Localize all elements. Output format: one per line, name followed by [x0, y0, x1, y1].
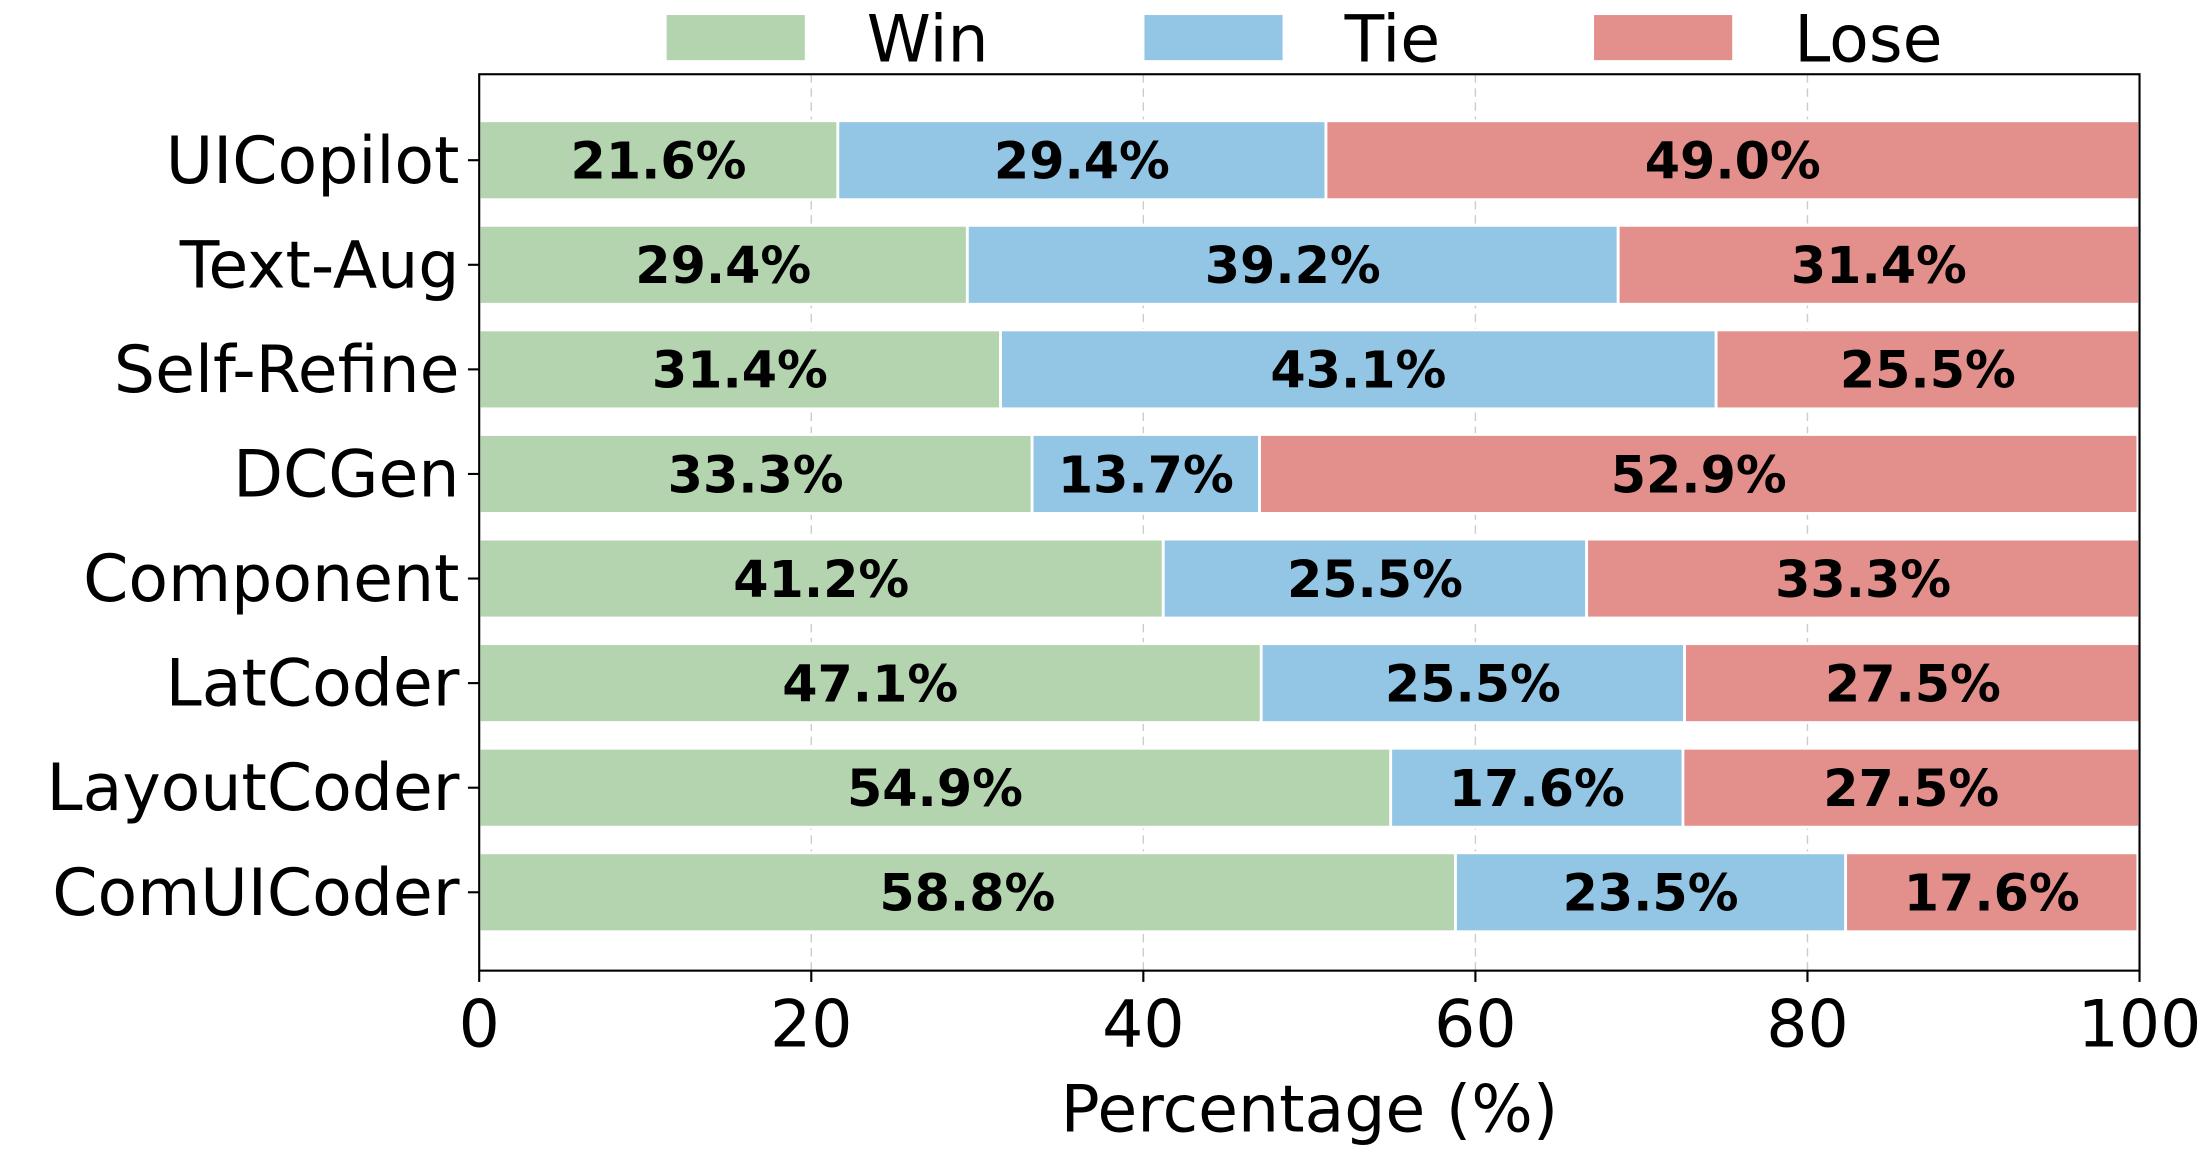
data-label: 25.5%	[1385, 654, 1561, 713]
data-label: 43.1%	[1270, 341, 1446, 400]
y-tick-label: ComUICoder	[52, 856, 460, 931]
grid-lines	[478, 74, 2141, 971]
y-tick-label: Text-Aug	[179, 228, 460, 303]
legend-swatch-tie	[1144, 15, 1283, 61]
x-tick-label: 80	[1766, 988, 1849, 1063]
bar-win	[477, 119, 840, 202]
data-label: 25.5%	[1840, 341, 2016, 400]
y-tick-label: LatCoder	[166, 647, 460, 722]
bar-lose	[1258, 433, 2140, 515]
data-label: 25.5%	[1287, 550, 1463, 609]
y-tick-label: DCGen	[233, 438, 459, 513]
y-tick-label: LayoutCoder	[46, 751, 459, 826]
bar-tie	[1161, 537, 1589, 620]
x-tick-label: 60	[1434, 988, 1517, 1063]
data-label: 27.5%	[1825, 654, 2001, 713]
data-label: 31.4%	[652, 341, 828, 400]
x-tick-label: 40	[1102, 988, 1185, 1063]
y-tick-label: Self-Refine	[114, 333, 460, 408]
bar-lose	[1324, 119, 2141, 202]
bar-lose	[1844, 851, 2140, 934]
data-label: 17.6%	[1449, 759, 1625, 818]
x-axis-label: Percentage (%)	[1061, 1072, 1558, 1147]
bar-lose	[1681, 746, 2141, 829]
data-label: 54.9%	[847, 759, 1023, 818]
y-tick-label: Component	[83, 542, 459, 617]
bar-win	[477, 433, 1034, 515]
legend-swatch-win	[666, 15, 805, 61]
data-label: 21.6%	[571, 132, 747, 191]
x-tick-label: 100	[2078, 988, 2202, 1063]
legend-label: Win	[867, 3, 989, 78]
data-label: 17.6%	[1904, 864, 2080, 923]
data-label: 23.5%	[1563, 864, 1739, 923]
legend-swatch-lose	[1594, 15, 1733, 61]
legend-label: Lose	[1794, 3, 1942, 78]
x-tick-label: 0	[459, 988, 500, 1063]
bars: 21.6% 29.4% 49.0% 29.4% 39.2% 31.4% 31.4% 43.1%…	[477, 119, 2143, 934]
legend-label: Tie	[1344, 3, 1441, 78]
y-tick-label: UICopilot	[166, 124, 460, 199]
legend: Win Tie Lose	[666, 3, 1943, 78]
x-axis: 0 20 40 60 80 100	[459, 970, 2202, 1063]
data-label: 41.2%	[733, 550, 909, 609]
data-label: 47.1%	[782, 654, 958, 713]
y-axis: UICopilot Text-Aug Self-Refine DCGen Compone…	[46, 124, 480, 931]
data-label: 39.2%	[1205, 236, 1381, 295]
x-tick-label: 20	[770, 988, 853, 1063]
bar-win	[477, 537, 1165, 620]
bar-lose	[1683, 642, 2143, 724]
data-label: 29.4%	[994, 132, 1170, 191]
data-label: 49.0%	[1645, 132, 1821, 191]
axes-frame	[478, 73, 2141, 972]
data-label: 29.4%	[635, 236, 811, 295]
bar-lose	[1616, 223, 2141, 306]
data-label: 33.3%	[668, 445, 844, 504]
data-label: 33.3%	[1775, 550, 1951, 609]
bar-lose	[1714, 328, 2141, 411]
bar-tie	[836, 119, 1328, 202]
data-label: 52.9%	[1611, 445, 1787, 504]
data-label: 58.8%	[879, 864, 1055, 923]
bar-tie	[1030, 433, 1261, 515]
data-label: 13.7%	[1058, 445, 1234, 504]
data-label: 27.5%	[1823, 759, 1999, 818]
data-label: 31.4%	[1791, 236, 1967, 295]
bar-win	[477, 746, 1393, 829]
bar-tie	[1389, 746, 1685, 829]
